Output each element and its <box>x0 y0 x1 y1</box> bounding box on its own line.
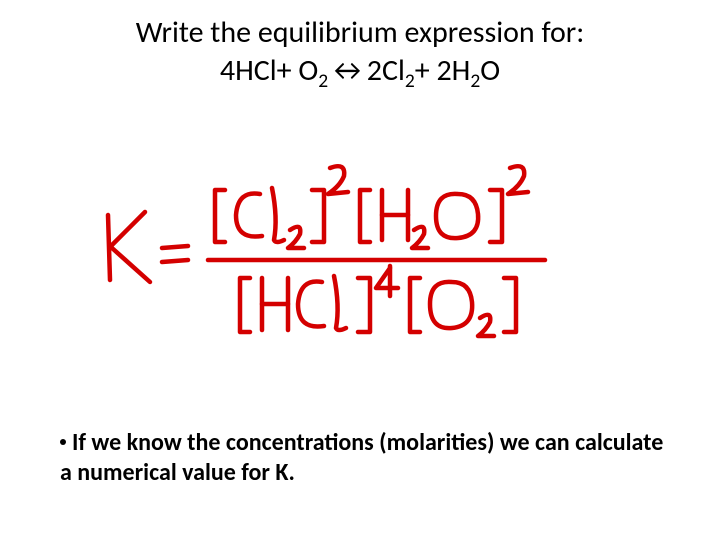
bullet-text: If we know the concentrations (molaritie… <box>60 428 663 487</box>
handwritten-equilibrium-expression <box>90 160 630 360</box>
handwriting-svg <box>90 160 630 360</box>
reaction-equation: 4HCl+ O2↔2Cl2+ 2H2O <box>220 52 500 90</box>
title-line-1: Write the equilibrium expression for: <box>0 14 720 52</box>
title-block: Write the equilibrium expression for: 4H… <box>0 14 720 89</box>
bullet-dot-icon <box>60 439 66 445</box>
slide: Write the equilibrium expression for: 4H… <box>0 0 720 540</box>
bullet-note: If we know the concentrations (molaritie… <box>60 428 670 488</box>
